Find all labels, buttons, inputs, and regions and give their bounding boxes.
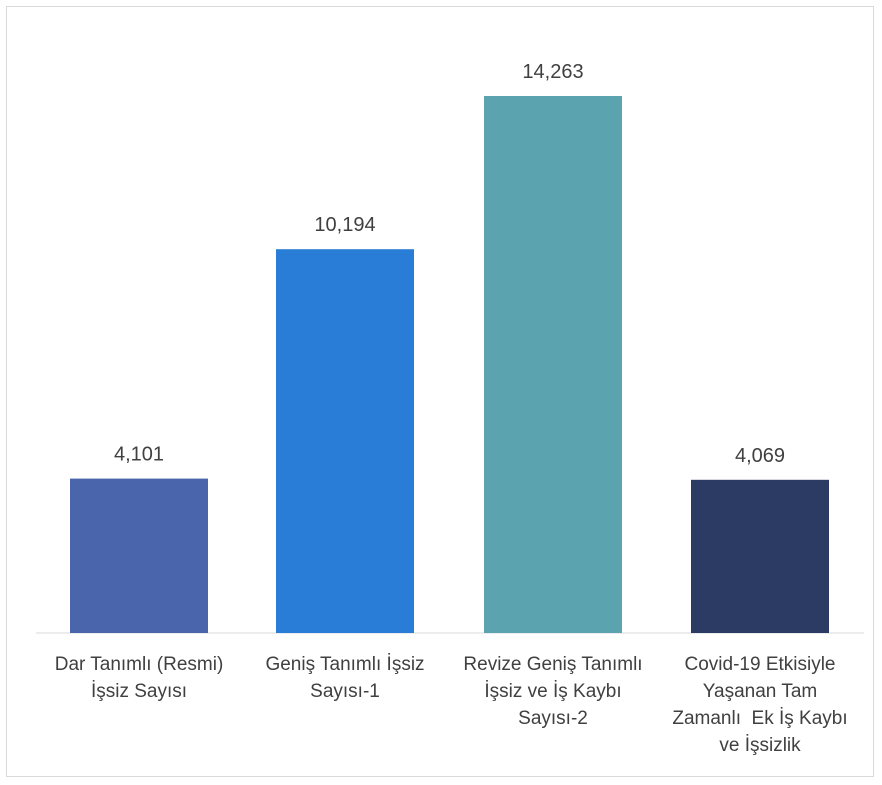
- chart-frame: [6, 6, 874, 777]
- value-label-4: 4,069: [735, 445, 785, 467]
- category-label-4: Covid-19 Etkisiyle Yaşanan Tam Zamanlı Ek …: [660, 651, 860, 759]
- category-label-line: Dar Tanımlı (Resmi): [54, 654, 224, 675]
- bar-3: [484, 96, 622, 633]
- category-label-line: Sayısı-1: [310, 681, 380, 702]
- category-label-line: Sayısı-2: [518, 708, 588, 729]
- category-label-line: Geniş Tanımlı İşsiz: [265, 654, 425, 675]
- category-label-line: İşsiz ve İş Kaybı: [484, 681, 622, 702]
- category-label-2: Geniş Tanımlı İşsiz Sayısı-1: [245, 651, 445, 705]
- category-label-line: Revize Geniş Tanımlı: [463, 654, 643, 675]
- category-label-line: Covid-19 Etkisiyle: [684, 654, 836, 675]
- category-label-line: İşsiz Sayısı: [90, 681, 188, 702]
- category-label-3: Revize Geniş Tanımlı İşsiz ve İş Kaybı Say…: [453, 651, 653, 732]
- category-label-line: Yaşanan Tam: [702, 681, 818, 702]
- value-label-1: 4,101: [114, 444, 164, 466]
- value-label-3: 14,263: [522, 61, 583, 83]
- bar-1: [70, 478, 208, 633]
- value-label-2: 10,194: [314, 214, 375, 236]
- bar-2: [276, 249, 414, 633]
- bar-4: [691, 479, 829, 633]
- category-label-1: Dar Tanımlı (Resmi) İşsiz Sayısı: [39, 651, 239, 705]
- category-label-line: ve İşsizlik: [719, 735, 801, 756]
- category-label-line: Zamanlı Ek İş Kaybı: [672, 708, 848, 729]
